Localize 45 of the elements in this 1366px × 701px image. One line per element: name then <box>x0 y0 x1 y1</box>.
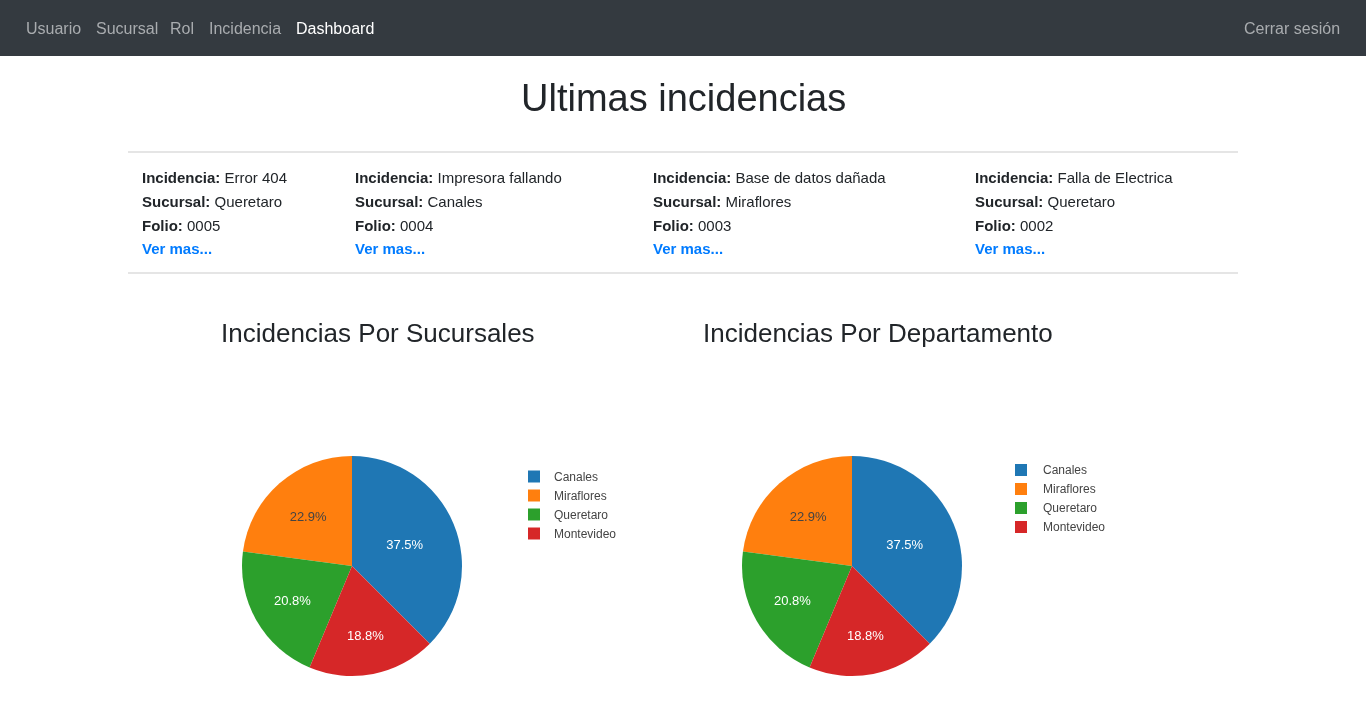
pie-slice <box>309 566 430 676</box>
data-label: 18.8% <box>847 627 885 643</box>
text: Sucursal <box>96 20 159 37</box>
pie-slice <box>742 456 852 566</box>
legend-label: Canales <box>1043 463 1088 477</box>
text: Sucursal: Queretaro <box>975 193 1116 210</box>
legend-label: Miraflores <box>1043 482 1096 496</box>
legend-label: Canales <box>554 470 599 485</box>
text: Sucursal: Miraflores <box>653 193 792 210</box>
text: Ver mas... <box>653 240 724 257</box>
data-label: 18.8% <box>347 627 385 643</box>
legend-label: Montevideo <box>554 527 617 542</box>
text: Folio: 0002 <box>975 217 1054 234</box>
text: Sucursal: Canales <box>355 193 483 210</box>
text: Ver mas... <box>355 240 426 257</box>
text: Ultimas incidencias <box>521 77 847 119</box>
text: Incidencia: Error 404 <box>142 169 288 186</box>
text: Cerrar sesión <box>1244 20 1341 37</box>
text: Ver mas... <box>975 240 1046 257</box>
text: Sucursal: Queretaro <box>142 193 283 210</box>
chart-title: Incidencias Por Sucursales <box>221 318 535 348</box>
text: Incidencia <box>209 20 282 37</box>
data-label: 22.9% <box>789 508 827 524</box>
text: Usuario <box>26 20 82 37</box>
text: Rol <box>170 20 195 37</box>
text: Folio: 0003 <box>653 217 732 234</box>
text: Incidencia: Base de datos dañada <box>653 169 887 186</box>
data-label: 37.5% <box>386 536 424 552</box>
text: Incidencia: Falla de Electrica <box>975 169 1174 186</box>
text: Incidencia: Impresora fallando <box>355 169 562 186</box>
legend-label: Queretaro <box>554 508 609 523</box>
text: Folio: 0005 <box>142 217 221 234</box>
pie-slice <box>809 566 930 676</box>
legend-label: Montevideo <box>1043 520 1106 534</box>
text: Dashboard <box>296 20 375 37</box>
chart-title: Incidencias Por Departamento <box>703 318 1053 348</box>
pie-slice <box>242 456 352 566</box>
legend-label: Miraflores <box>554 489 607 504</box>
data-label: 20.8% <box>774 592 812 608</box>
data-label: 37.5% <box>886 536 924 552</box>
legend-label: Queretaro <box>1043 501 1098 515</box>
data-label: 22.9% <box>289 508 327 524</box>
text: Folio: 0004 <box>355 217 434 234</box>
text: Ver mas... <box>142 240 213 257</box>
data-label: 20.8% <box>274 592 312 608</box>
